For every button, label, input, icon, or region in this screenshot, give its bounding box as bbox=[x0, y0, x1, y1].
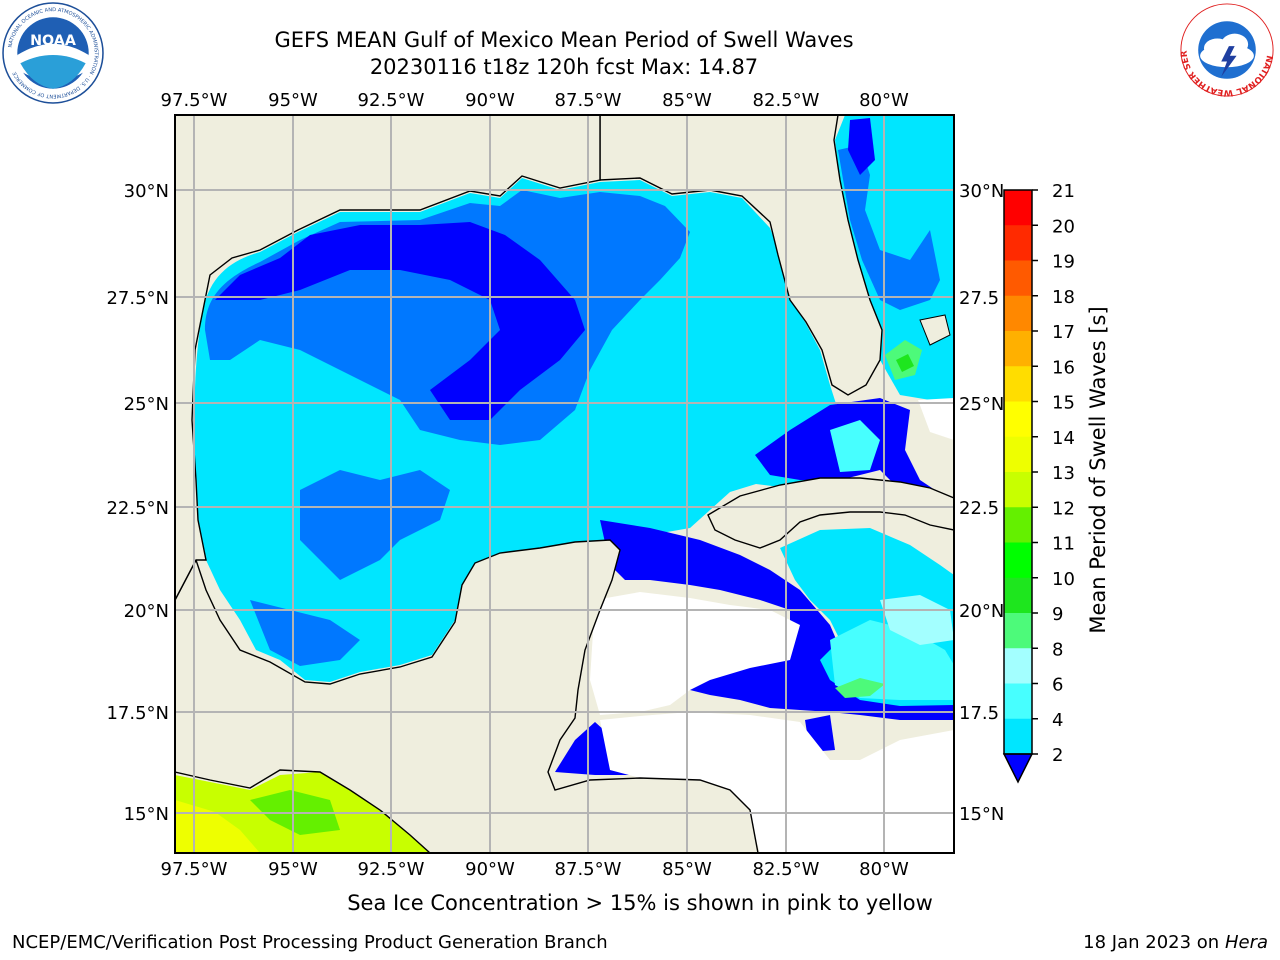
colorbar-segment bbox=[1004, 577, 1032, 614]
colorbar-segment bbox=[1004, 190, 1032, 226]
bahamas-land bbox=[919, 314, 951, 346]
colorbar-tick-label: 20 bbox=[1052, 216, 1075, 237]
lat-tick-labels-right: 30°N 27.5 25°N 22.5 20°N 17.5 15°N bbox=[959, 181, 1004, 825]
colorbar-tick-label: 16 bbox=[1052, 357, 1075, 378]
lat-tick-left: 17.5°N bbox=[106, 703, 169, 724]
lat-tick-right: 30°N bbox=[959, 181, 1004, 202]
date-text: 18 Jan 2023 on bbox=[1083, 932, 1225, 953]
atlantic-band-2-4 bbox=[838, 145, 940, 310]
blank-ocean-2 bbox=[600, 712, 954, 853]
colorbar-tick-label: 4 bbox=[1052, 710, 1063, 731]
colorbar-segment bbox=[1004, 436, 1032, 473]
credit-text: NCEP/EMC/Verification Post Processing Pr… bbox=[12, 932, 608, 953]
colorbar-extend-triangle bbox=[1002, 753, 1034, 784]
colorbar-tick-label: 2 bbox=[1052, 745, 1063, 766]
lon-tick-top: 82.5°W bbox=[753, 90, 820, 111]
lon-tick-top: 90°W bbox=[465, 90, 515, 111]
map-plot-area bbox=[175, 115, 954, 853]
lat-tick-left: 25°N bbox=[124, 394, 169, 415]
blank-ocean-3 bbox=[918, 398, 954, 440]
colorbar-segment bbox=[1004, 225, 1032, 261]
colorbar-tick-label: 18 bbox=[1052, 287, 1075, 308]
colorbar-tick-label: 9 bbox=[1052, 604, 1063, 625]
colorbar-segment bbox=[1004, 718, 1032, 755]
lat-tick-left: 22.5°N bbox=[106, 498, 169, 519]
map-subtitle: 20230116 t18z 120h fcst Max: 14.87 bbox=[369, 55, 759, 79]
lon-tick-top: 92.5°W bbox=[358, 90, 425, 111]
lon-tick-bottom: 92.5°W bbox=[358, 859, 425, 880]
lat-tick-right: 15°N bbox=[959, 804, 1004, 825]
lon-tick-top: 85°W bbox=[662, 90, 712, 111]
lon-tick-bottom: 90°W bbox=[465, 859, 515, 880]
caribbean-band-9-10 bbox=[835, 678, 885, 698]
lat-tick-right: 17.5 bbox=[959, 703, 999, 724]
map-title: GEFS MEAN Gulf of Mexico Mean Period of … bbox=[274, 28, 854, 52]
colorbar-segment bbox=[1004, 366, 1032, 402]
colorbar-tick-label: 8 bbox=[1052, 639, 1063, 660]
colorbar-tick-label: 6 bbox=[1052, 675, 1063, 696]
lon-tick-bottom: 82.5°W bbox=[753, 859, 820, 880]
lon-tick-bottom: 85°W bbox=[662, 859, 712, 880]
lon-tick-bottom: 95°W bbox=[268, 859, 318, 880]
colorbar-tick-label: 12 bbox=[1052, 498, 1075, 519]
colorbar-segment bbox=[1004, 331, 1032, 367]
colorbar-tick-label: 10 bbox=[1052, 569, 1075, 590]
colorbar-segment bbox=[1004, 260, 1032, 297]
colorbar: 21 20 19 18 17 16 15 14 13 12 11 10 9 8 6 4 2 bbox=[1002, 181, 1075, 784]
lat-tick-right: 27.5 bbox=[959, 288, 999, 309]
colorbar-tick-label: 14 bbox=[1052, 428, 1075, 449]
map-frame bbox=[174, 114, 955, 854]
colorbar-tick-label: 17 bbox=[1052, 322, 1075, 343]
lon-tick-top: 97.5°W bbox=[161, 90, 228, 111]
lat-tick-left: 30°N bbox=[124, 181, 169, 202]
colorbar-segment bbox=[1004, 507, 1032, 543]
lat-tick-left: 20°N bbox=[124, 601, 169, 622]
noaa-logo-text: NOAA bbox=[30, 33, 76, 49]
colorbar-label: Mean Period of Swell Waves [s] bbox=[1086, 306, 1110, 634]
lat-tick-left: 15°N bbox=[124, 804, 169, 825]
lon-tick-labels: 97.5°W 95°W 92.5°W 90°W 87.5°W 85°W 82.5… bbox=[161, 90, 909, 880]
caribbean-band-8-9 bbox=[880, 595, 954, 645]
noaa-logo: NOAA NATIONAL OCEANIC AND ATMOSPHERIC AD… bbox=[2, 2, 104, 104]
lat-tick-right: 25°N bbox=[959, 394, 1004, 415]
colorbar-segment bbox=[1004, 683, 1032, 720]
host-name: Hera bbox=[1224, 932, 1268, 953]
lat-tick-left: 27.5°N bbox=[106, 288, 169, 309]
colorbar-tick-label: 13 bbox=[1052, 463, 1075, 484]
colorbar-segment bbox=[1004, 295, 1032, 332]
colorbar-tick-label: 15 bbox=[1052, 393, 1075, 414]
atlantic-band-10-11 bbox=[896, 354, 914, 372]
lon-tick-top: 80°W bbox=[859, 90, 909, 111]
sea-ice-note: Sea Ice Concentration > 15% is shown in … bbox=[347, 891, 933, 915]
nws-logo: NATIONAL WEATHER SERVICE bbox=[1176, 2, 1274, 97]
cuba-land bbox=[707, 477, 954, 549]
colorbar-segment bbox=[1004, 613, 1032, 649]
colorbar-segment bbox=[1004, 472, 1032, 508]
lat-tick-right: 22.5 bbox=[959, 498, 999, 519]
colorbar-segment bbox=[1004, 648, 1032, 684]
mexico-west-land bbox=[175, 115, 601, 601]
lon-tick-bottom: 80°W bbox=[859, 859, 909, 880]
lon-tick-top: 87.5°W bbox=[555, 90, 622, 111]
lat-tick-right: 20°N bbox=[959, 601, 1004, 622]
colorbar-tick-label: 21 bbox=[1052, 181, 1075, 202]
colorbar-segment bbox=[1004, 542, 1032, 579]
date-stamp: 18 Jan 2023 on Hera bbox=[1083, 932, 1268, 953]
gulf-band-below-2-north bbox=[215, 222, 585, 420]
colorbar-segment bbox=[1004, 401, 1032, 438]
colorbar-tick-label: 19 bbox=[1052, 252, 1075, 273]
lon-tick-bottom: 97.5°W bbox=[161, 859, 228, 880]
atlantic-band-below-2 bbox=[848, 118, 875, 175]
map-gridlines bbox=[175, 115, 954, 853]
atlantic-band-6-8 bbox=[830, 420, 880, 472]
colorbar-tick-label: 11 bbox=[1052, 534, 1075, 555]
lon-tick-top: 95°W bbox=[268, 90, 318, 111]
blank-ocean-1 bbox=[590, 592, 800, 715]
lat-tick-labels-left: 30°N 27.5°N 25°N 22.5°N 20°N 17.5°N 15°N bbox=[106, 181, 169, 825]
gulf-band-2-4-south bbox=[250, 600, 360, 666]
lon-tick-bottom: 87.5°W bbox=[555, 859, 622, 880]
gulf-band-2-4-west bbox=[300, 470, 450, 580]
yucatan-land bbox=[175, 539, 759, 853]
